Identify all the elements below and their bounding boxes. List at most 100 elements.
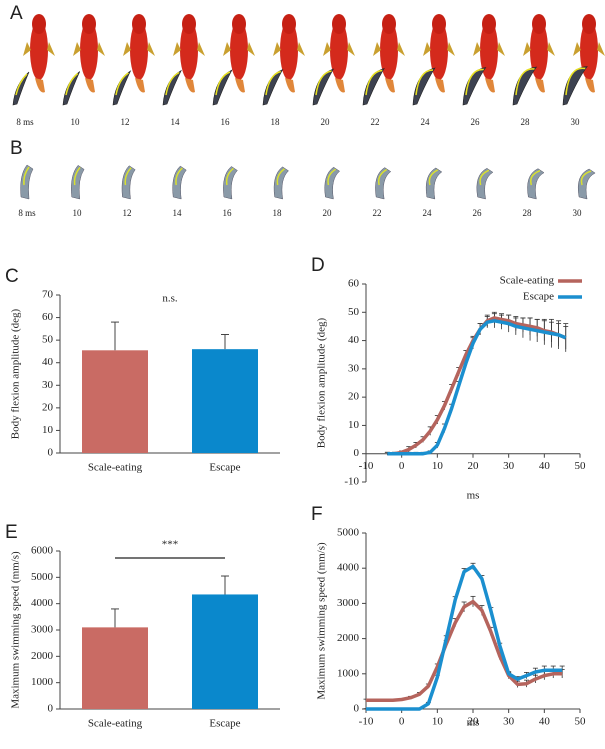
prey-stripe — [115, 72, 129, 96]
x-tick-label: 40 — [539, 716, 551, 728]
prey-fish — [312, 68, 335, 106]
fin — [523, 42, 555, 56]
y-tick-label: 20 — [348, 391, 360, 403]
fish-image — [71, 165, 85, 200]
time-label: 18 — [271, 117, 281, 127]
y-axis-label: Maximum swimming speed (mm/s) — [10, 551, 22, 709]
prey-fish — [512, 66, 538, 106]
predator-fish — [480, 20, 498, 80]
x-tick-label: 30 — [503, 460, 515, 472]
time-label: 10 — [73, 208, 83, 218]
fish-image — [375, 167, 392, 200]
y-tick-label: 40 — [348, 334, 360, 346]
time-label: 22 — [373, 208, 382, 218]
prey-stripe — [428, 169, 439, 186]
time-label: 28 — [521, 117, 531, 127]
predator-head — [32, 14, 46, 34]
fin — [173, 42, 205, 56]
prey-stripe — [225, 167, 234, 186]
time-label: 16 — [223, 208, 233, 218]
x-tick-label: -10 — [359, 716, 374, 728]
prey-stripe — [165, 71, 180, 96]
y-tick-label: 5000 — [337, 527, 360, 539]
annotation: *** — [162, 539, 179, 551]
panel-letter: C — [5, 266, 19, 287]
predator-tail — [135, 78, 145, 93]
predator-tail — [485, 78, 495, 93]
prey-fish — [223, 166, 238, 200]
fin — [223, 42, 255, 56]
fish-image — [20, 164, 34, 200]
bar — [82, 350, 148, 453]
y-tick-label: 10 — [42, 424, 54, 436]
y-tick-label: 2000 — [31, 650, 54, 662]
y-tick-label: 0 — [354, 447, 360, 459]
predator-head — [182, 14, 196, 34]
x-tick-label: 50 — [575, 716, 587, 728]
prey-stripe — [580, 170, 592, 186]
fish-image — [212, 14, 255, 106]
y-tick-label: 1000 — [31, 676, 54, 688]
prey-stripe — [327, 168, 337, 186]
fin — [473, 42, 505, 56]
fin — [373, 42, 405, 56]
prey-fish — [412, 67, 436, 106]
y-tick-label: 50 — [348, 306, 360, 318]
x-tick-label: 0 — [399, 460, 405, 472]
y-tick-label: 20 — [42, 401, 54, 413]
prey-fish — [362, 68, 385, 106]
fish-image — [476, 168, 494, 200]
prey-stripe — [565, 67, 586, 96]
predator-tail — [585, 78, 595, 93]
y-tick-label: 4000 — [337, 562, 360, 574]
time-label: 18 — [273, 208, 283, 218]
predator-fish — [330, 20, 348, 80]
series-line — [366, 564, 563, 711]
y-tick-label: 0 — [48, 447, 54, 459]
fin — [73, 42, 105, 56]
predator-tail — [435, 78, 445, 93]
y-tick-label: 3000 — [337, 597, 360, 609]
predator-head — [382, 14, 396, 34]
prey-fish — [273, 166, 289, 200]
predator-head — [82, 14, 96, 34]
time-label: 12 — [121, 117, 130, 127]
predator-tail — [285, 78, 295, 93]
predator-tail — [335, 78, 345, 93]
predator-head — [582, 14, 596, 34]
fish-image — [462, 14, 505, 106]
fin — [23, 42, 55, 56]
y-tick-label: 4000 — [31, 597, 54, 609]
fish-image — [273, 166, 289, 200]
fish-image — [577, 168, 596, 200]
predator-fish — [580, 20, 598, 80]
prey-fish — [172, 165, 187, 200]
bar — [192, 349, 258, 453]
fish-image — [112, 14, 155, 106]
time-label: 30 — [573, 208, 583, 218]
predator-head — [282, 14, 296, 34]
x-tick-label: 10 — [432, 460, 444, 472]
y-tick-label: 60 — [348, 278, 360, 290]
time-label: 8 ms — [18, 208, 36, 218]
time-label: 12 — [123, 208, 132, 218]
predator-head — [432, 14, 446, 34]
prey-fish — [12, 71, 30, 106]
y-tick-label: 10 — [348, 419, 360, 431]
panel-letter: B — [10, 138, 23, 159]
predator-head — [232, 14, 246, 34]
prey-fish — [162, 69, 182, 106]
panel-letter: D — [311, 255, 325, 276]
prey-stripe — [315, 70, 332, 96]
time-label: 28 — [523, 208, 533, 218]
time-label: 26 — [473, 208, 483, 218]
time-label: 24 — [423, 208, 433, 218]
prey-stripe — [73, 166, 81, 186]
prey-stripe — [265, 70, 281, 96]
predator-tail — [85, 78, 95, 93]
time-label: 22 — [371, 117, 380, 127]
x-tick-label: -10 — [359, 460, 374, 472]
x-tick-label: 20 — [468, 716, 480, 728]
prey-stripe — [276, 168, 285, 186]
fish-image — [62, 14, 105, 106]
